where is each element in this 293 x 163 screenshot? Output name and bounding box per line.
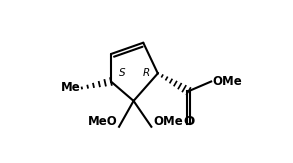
Text: R: R [143,68,150,78]
Text: O: O [183,115,194,128]
Text: S: S [119,68,126,78]
Text: OMe: OMe [213,75,243,88]
Text: Me: Me [60,82,80,95]
Text: MeO: MeO [88,115,117,128]
Text: OMe: OMe [153,115,183,128]
